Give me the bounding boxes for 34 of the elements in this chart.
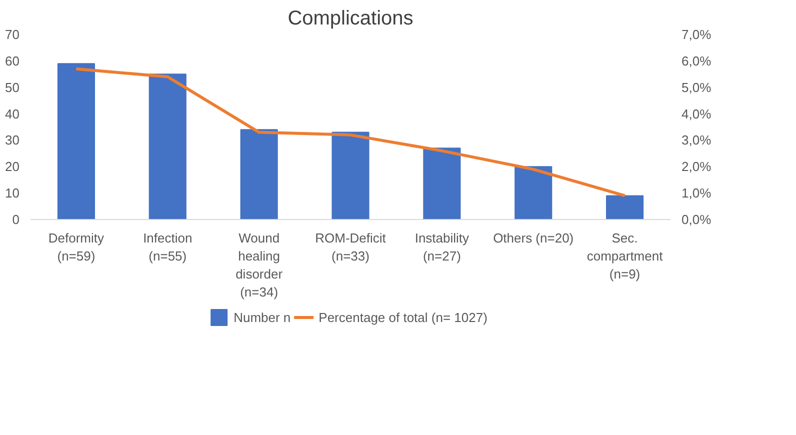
bar — [423, 148, 461, 220]
y-tick-label: 20 — [5, 159, 20, 174]
y-tick-label: 40 — [5, 106, 20, 122]
x-tick-label: Instability (n=27) — [414, 230, 470, 264]
y-tick-label: 60 — [5, 53, 20, 68]
x-tick-label: Deformity (n=59) — [48, 230, 105, 264]
bar — [606, 195, 644, 220]
legend-label: Number n — [234, 310, 291, 324]
legend-label: Percentage of total (n= 1027) — [318, 310, 488, 324]
y-tick-label: 10 — [5, 186, 20, 201]
chart-title: Complications — [288, 8, 414, 30]
x-tick-label: Wound healing disorder (n=34) — [236, 230, 284, 300]
x-tick-label: ROM-Deficit (n=33) — [315, 230, 386, 264]
y2-tick-label: 0,0% — [682, 212, 712, 227]
bar — [332, 132, 370, 220]
bar — [514, 166, 552, 220]
x-tick-label: Infection (n=55) — [143, 230, 192, 264]
bar — [240, 129, 278, 220]
y2-tick-label: 3,0% — [682, 132, 712, 148]
y2-tick-label: 6,0% — [682, 53, 712, 68]
y-tick-label: 70 — [5, 27, 20, 42]
y-tick-label: 0 — [12, 212, 20, 227]
y2-tick-label: 2,0% — [682, 159, 712, 174]
bar — [57, 63, 95, 220]
y2-tick-label: 5,0% — [682, 80, 712, 95]
line-series — [74, 67, 626, 198]
x-tick-label: Sec. compartment (n=9) — [586, 230, 664, 282]
y2-tick-label: 4,0% — [682, 106, 712, 122]
x-tick-label: Others (n=20) — [493, 230, 574, 246]
y2-tick-label: 1,0% — [682, 186, 712, 201]
y-tick-label: 30 — [5, 132, 20, 148]
y2-tick-label: 7,0% — [682, 27, 712, 42]
y-tick-label: 50 — [5, 80, 20, 95]
bar — [148, 74, 186, 220]
